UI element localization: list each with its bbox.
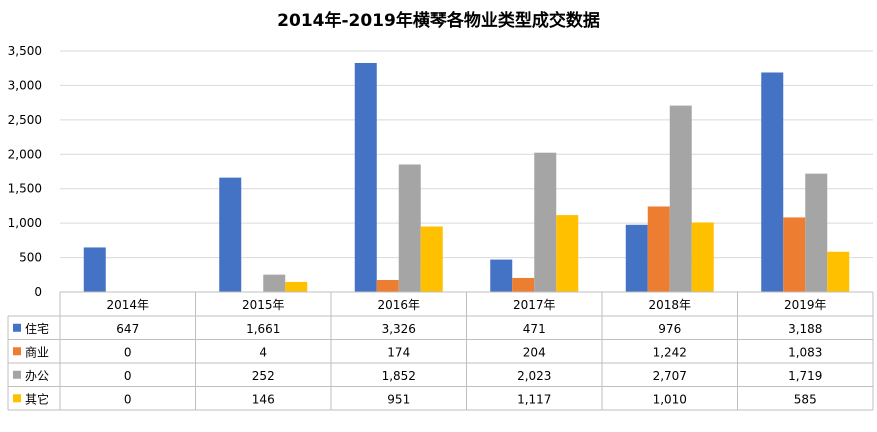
data-value: 951 bbox=[387, 392, 410, 406]
bar bbox=[376, 280, 399, 292]
bar bbox=[783, 217, 806, 292]
data-value: 0 bbox=[124, 345, 132, 359]
bar bbox=[691, 222, 714, 292]
bars bbox=[83, 62, 850, 293]
data-value: 4 bbox=[259, 345, 267, 359]
bar bbox=[625, 224, 648, 292]
data-value: 647 bbox=[116, 322, 139, 336]
bar bbox=[761, 72, 784, 292]
legend-key bbox=[13, 323, 21, 332]
bar bbox=[354, 62, 377, 293]
data-value: 0 bbox=[124, 392, 132, 406]
data-value: 252 bbox=[252, 369, 275, 383]
x-category-label: 2015年 bbox=[242, 298, 285, 312]
bar bbox=[647, 206, 670, 292]
bar bbox=[285, 281, 308, 292]
legend-label: 其它 bbox=[25, 391, 49, 406]
y-tick-label: 2,500 bbox=[8, 113, 42, 127]
data-value: 1,083 bbox=[788, 345, 822, 359]
data-value: 2,023 bbox=[517, 369, 551, 383]
bar bbox=[420, 226, 443, 292]
bar bbox=[398, 164, 421, 292]
bar bbox=[805, 173, 828, 292]
bar bbox=[219, 177, 242, 292]
legend-label: 住宅 bbox=[25, 321, 49, 336]
data-value: 585 bbox=[794, 392, 817, 406]
legend-key bbox=[13, 370, 21, 379]
data-value: 1,852 bbox=[382, 369, 416, 383]
bar bbox=[534, 152, 557, 292]
legend-key bbox=[13, 347, 21, 356]
x-category-label: 2018年 bbox=[648, 298, 691, 312]
data-value: 976 bbox=[658, 322, 681, 336]
data-value: 2,707 bbox=[653, 369, 687, 383]
x-category-label: 2016年 bbox=[377, 298, 420, 312]
bar bbox=[556, 215, 579, 292]
legend-label: 商业 bbox=[25, 344, 49, 359]
data-value: 174 bbox=[387, 345, 410, 359]
bar bbox=[827, 251, 850, 292]
chart-title: 2014年-2019年横琴各物业类型成交数据 bbox=[277, 11, 600, 31]
y-tick-label: 3,000 bbox=[8, 78, 42, 92]
x-category-label: 2019年 bbox=[784, 298, 827, 312]
bar bbox=[263, 274, 286, 292]
data-value: 1,242 bbox=[653, 345, 687, 359]
data-value: 471 bbox=[523, 322, 546, 336]
bar bbox=[512, 277, 535, 292]
x-category-label: 2017年 bbox=[513, 298, 556, 312]
y-axis-ticks: 0 500 1,000 1,500 2,000 2,500 3,000 3,500 bbox=[8, 44, 42, 299]
gridlines bbox=[60, 50, 873, 293]
data-value: 1,661 bbox=[246, 322, 280, 336]
data-value: 1,117 bbox=[517, 392, 551, 406]
data-value: 3,188 bbox=[788, 322, 822, 336]
y-tick-label: 2,000 bbox=[8, 147, 42, 161]
y-tick-label: 1,000 bbox=[8, 216, 42, 230]
y-tick-label: 500 bbox=[19, 251, 42, 265]
data-value: 146 bbox=[252, 392, 275, 406]
bar bbox=[83, 247, 106, 292]
data-value: 0 bbox=[124, 369, 132, 383]
y-tick-label: 1,500 bbox=[8, 182, 42, 196]
legend-key bbox=[13, 394, 21, 403]
data-value: 3,326 bbox=[382, 322, 416, 336]
data-value: 1,719 bbox=[788, 369, 822, 383]
bar bbox=[669, 105, 692, 292]
y-tick-label: 3,500 bbox=[8, 44, 42, 58]
x-category-label: 2014年 bbox=[106, 298, 149, 312]
data-value: 204 bbox=[523, 345, 546, 359]
legend-label: 办公 bbox=[25, 368, 49, 383]
data-value: 1,010 bbox=[653, 392, 687, 406]
bar bbox=[490, 259, 513, 292]
y-tick-label: 0 bbox=[34, 285, 42, 299]
